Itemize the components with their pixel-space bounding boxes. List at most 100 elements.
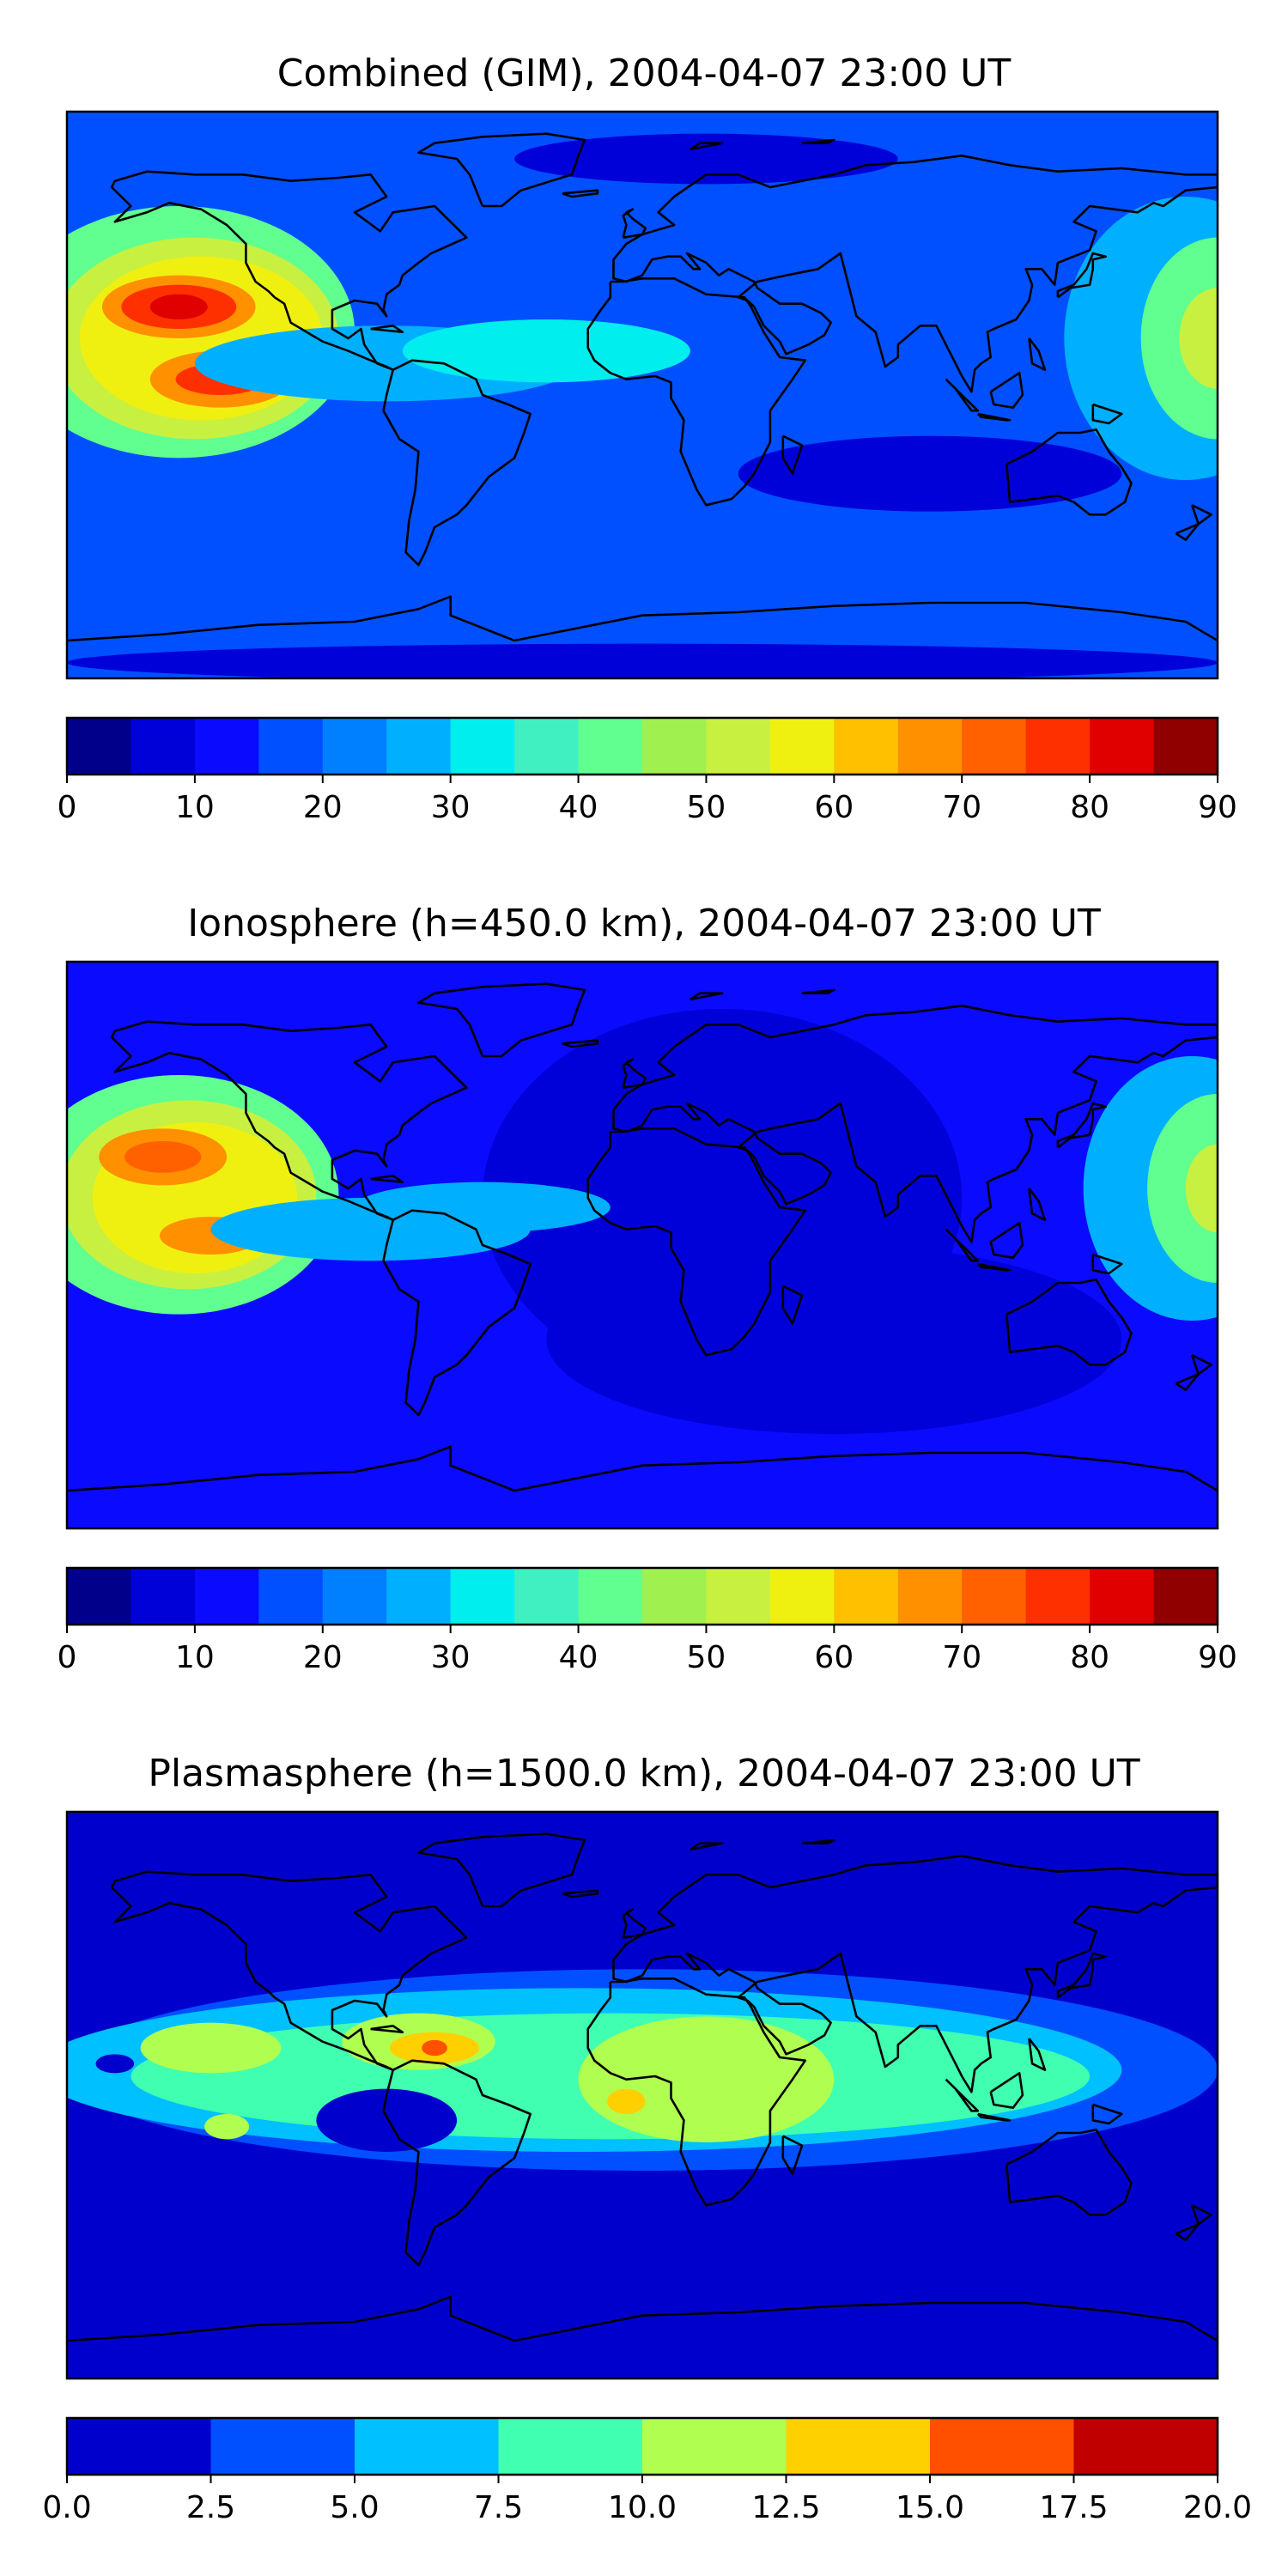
colorbar-segment [1090,718,1155,775]
colorbar-tick-label: 70 [942,1640,981,1675]
coastline [1005,428,1133,516]
colorbar-segment [67,2418,212,2475]
colorbar-tick-label: 90 [1198,1640,1237,1675]
panel-combined: Combined (GIM), 2004-04-07 23:00 UT 0 10 20… [58,52,1237,825]
colorbar-segment [450,1568,515,1625]
coastline [586,1127,807,1357]
colorbar-segment [578,718,643,775]
coastline [370,1175,404,1183]
colorbar-tick-label: 15.0 [896,2490,964,2525]
colorbar-tick-label: 50 [687,790,726,825]
coastline [110,1020,468,1221]
coastline [612,155,1218,393]
contour-region [1179,288,1218,389]
colorbar-segment [578,1568,643,1625]
panel-title: Combined (GIM), 2004-04-07 23:00 UT [277,52,1012,95]
colorbar-tick-label: 70 [942,790,981,825]
colorbar-segment [962,1568,1027,1625]
colorbar-segment [514,1568,580,1625]
colorbar-tick-label: 60 [814,790,854,825]
colorbar-tick-label: 30 [431,1640,471,1675]
coastline [781,2135,804,2175]
colorbar-segment [769,718,835,775]
coastline [1005,2129,1133,2216]
coastline [690,142,724,151]
map-area [67,1812,1218,2379]
contour-region [95,2054,135,2074]
colorbar-segment [194,1568,259,1625]
coastline [989,1222,1024,1259]
colorbar-tick-label: 5.0 [330,2490,379,2525]
contour-region [738,1843,1186,1970]
coastline [417,132,586,208]
colorbar-tick-label: 80 [1070,790,1109,825]
colorbar-segment [258,718,324,775]
colorbar-tick-label: 17.5 [1039,2490,1108,2525]
panel-ionosphere: Ionosphere (h=450.0 km), 2004-04-07 23:0… [58,902,1237,1675]
coastline [945,378,980,412]
coastline [622,1058,647,1089]
coastline [690,1842,724,1851]
coastline [1028,2038,1047,2071]
colorbar-segment [210,2418,355,2475]
coastline [67,1445,1218,1492]
colorbar-segment [258,1568,324,1625]
colorbar-segment [642,718,708,775]
contour-region [82,1843,435,1970]
colorbar-tick-label: 7.5 [474,2490,523,2525]
colorbar: 0.0 2.5 5.0 7.5 10.0 12.5 15.0 17.5 20.0 [42,2416,1252,2525]
coastline [1056,1102,1107,1149]
colorbar-frame [65,716,1219,776]
colorbar-segment [386,718,452,775]
colorbar-segment [450,718,515,775]
colorbar-tick-label: 10 [175,1640,215,1675]
coastline [1175,2223,1200,2241]
colorbar-tick-label: 90 [1198,790,1237,825]
colorbar-segment [930,2418,1075,2475]
coastline [586,277,807,507]
coastline [370,2025,404,2033]
colorbar-segment [67,1568,132,1625]
coastline [586,1978,807,2207]
coastlines [67,132,1218,642]
coastline [1190,504,1212,526]
colorbar-segment [1153,1568,1218,1625]
coastline [781,434,804,475]
coastline [622,208,647,239]
contour-region [316,2088,458,2152]
colorbar-segment [834,1568,899,1625]
coastline [690,992,724,1001]
colorbar-segment [1153,718,1218,775]
coastline [1175,523,1200,541]
contour-region [204,2114,250,2140]
colorbar-segment [386,1568,452,1625]
coastline [1056,252,1107,299]
coastline [562,1039,599,1048]
colorbar-tick-label: 20 [303,1640,343,1675]
contour-region [125,1141,202,1173]
coastline [417,982,586,1058]
coastline [801,138,835,144]
contour-region [422,2039,447,2057]
colorbar-segment [706,718,771,775]
colorbar: 0 10 20 30 40 50 60 70 80 90 [58,1566,1237,1675]
contour-region [99,2199,355,2244]
colorbar-tick-label: 40 [559,790,598,825]
colorbar-segment [498,2418,643,2475]
colorbar-segment [131,1568,196,1625]
colorbar-tick-label: 12.5 [751,2490,820,2525]
colorbar-segment [962,718,1027,775]
colorbar-segment [897,1568,963,1625]
colorbar-segment [355,2418,500,2475]
coastline [1028,337,1047,371]
colorbar-segment [1090,1568,1155,1625]
coastline [1056,1952,1107,1999]
coastline [370,325,404,333]
colorbar-segment [131,718,196,775]
colorbar-frame [65,1566,1219,1626]
coastline [976,1262,1012,1272]
contour-region [738,435,1122,512]
coastline [612,1005,1218,1243]
coastline [1091,1253,1123,1275]
contour-region [1147,1094,1218,1283]
